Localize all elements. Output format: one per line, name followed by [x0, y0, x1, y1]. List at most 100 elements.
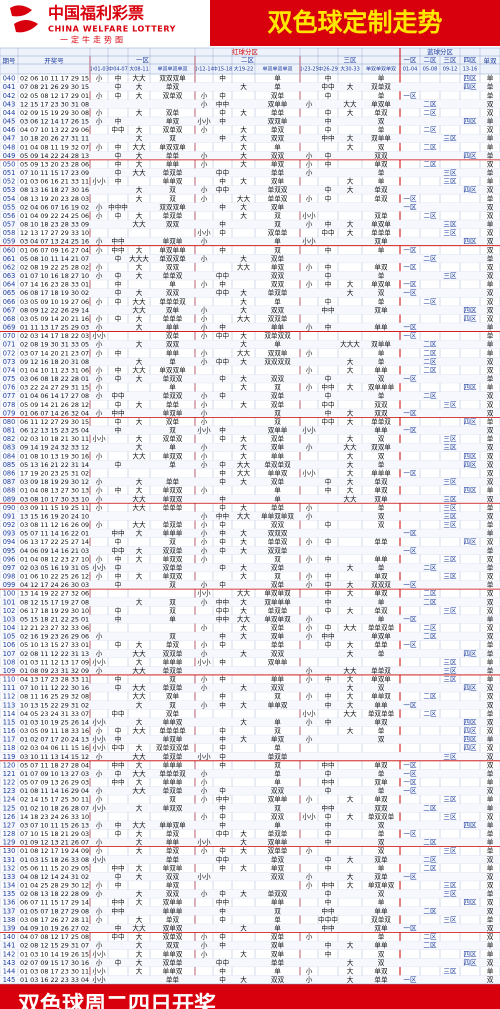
- trend-cell: 一区: [403, 203, 417, 211]
- trend-cell: 小小: [92, 563, 106, 572]
- trend-cell: 三区: [443, 272, 457, 280]
- trend-cell: 中: [115, 280, 122, 289]
- draw-numbers: 04 06 09 14 16 21 03: [20, 547, 89, 555]
- trend-cell: 单双双单: [368, 812, 395, 821]
- trend-cell: 大: [136, 554, 143, 563]
- trend-cell: 中中: [111, 863, 124, 872]
- period: 086: [3, 469, 16, 477]
- trend-cell: 大: [136, 323, 143, 332]
- trend-cell: 大: [240, 340, 247, 349]
- trend-cell: 单: [378, 168, 385, 177]
- trend-cell: 双单: [166, 305, 180, 314]
- trend-cell: 双: [487, 444, 494, 452]
- trend-cell: 单: [487, 434, 494, 443]
- trend-cell: 双双双: [268, 530, 288, 538]
- trend-cell: 小: [306, 365, 313, 374]
- trend-cell: 四区: [463, 306, 477, 314]
- trend-cell: 小: [96, 108, 103, 117]
- draw-numbers: 17 19 20 23 25 31 02: [20, 469, 89, 477]
- trend-cell: 大大: [237, 348, 251, 357]
- zone-sub-header: 大30-33: [340, 66, 360, 73]
- trend-cell: 小: [96, 906, 103, 915]
- trend-cell: 大: [136, 314, 143, 323]
- trend-cell: 二区: [423, 392, 437, 400]
- trend-cell: 双: [169, 701, 176, 709]
- trend-cell: 双单: [374, 778, 388, 787]
- draw-numbers: 03 04 07 13 24 25 16: [20, 238, 89, 246]
- period: 113: [3, 701, 16, 709]
- trend-cell: 一区: [403, 92, 417, 100]
- trend-cell: 三区: [443, 753, 457, 761]
- trend-cell: 中中: [111, 932, 124, 941]
- trend-cell: 单双双: [268, 889, 288, 898]
- trend-cell: 双单: [271, 932, 285, 941]
- trend-cell: 单: [378, 898, 385, 907]
- trend-cell: 大: [136, 529, 143, 538]
- trend-cell: 单双: [374, 966, 388, 975]
- trend-cell: 小: [96, 726, 103, 735]
- trend-cell: 中中中: [108, 202, 128, 211]
- trend-cell: 小: [201, 391, 208, 400]
- draw-numbers: 14 18 23 24 26 33 10: [20, 813, 89, 821]
- trend-cell: 单双: [374, 108, 388, 117]
- trend-cell: 双: [487, 512, 494, 520]
- trend-cell: 大大: [132, 305, 146, 314]
- trend-cell: 双单单: [268, 99, 288, 108]
- trend-cell: 单单: [166, 348, 180, 357]
- trend-cell: 一区: [403, 375, 417, 383]
- row-stripe: [0, 116, 500, 126]
- trend-cell: 双: [274, 693, 281, 701]
- trend-cell: 中: [325, 271, 332, 280]
- trend-cell: 大: [347, 812, 354, 821]
- trend-cell: 双: [378, 521, 385, 529]
- trend-cell: 单单: [374, 640, 388, 649]
- row-stripe: [0, 151, 500, 160]
- trend-cell: 小小: [92, 855, 106, 864]
- trend-cell: 大: [347, 365, 354, 374]
- row-stripe: [0, 872, 500, 881]
- trend-cell: 双: [487, 882, 494, 890]
- trend-cell: 小: [201, 795, 208, 804]
- trend-cell: 单单双: [371, 417, 391, 426]
- trend-cell: 中中: [216, 99, 229, 108]
- row-stripe: [0, 820, 500, 830]
- trend-cell: 单单: [374, 941, 388, 950]
- trend-cell: 大: [240, 735, 247, 744]
- period: 073: [3, 358, 16, 366]
- trend-cell: 双单单单: [368, 383, 395, 392]
- trend-cell: 二区: [423, 298, 437, 306]
- trend-cell: 双双: [166, 221, 180, 229]
- trend-cell: 大: [136, 125, 143, 134]
- trend-cell: 大大: [237, 262, 251, 271]
- trend-cell: 双双单: [163, 546, 183, 555]
- trend-cell: 中: [115, 614, 122, 623]
- trend-cell: 大: [240, 683, 247, 692]
- draw-numbers: 05 07 09 13 26 29 03: [20, 779, 89, 787]
- trend-cell: 双: [169, 796, 176, 804]
- period: 072: [3, 349, 16, 357]
- draw-numbers: 03 06 12 14 17 26 15: [20, 118, 89, 126]
- draw-numbers: 08 09 12 22 26 29 14: [20, 306, 89, 314]
- trend-cell: 双: [274, 907, 281, 915]
- trend-cell: 小: [201, 786, 208, 795]
- trend-cell: 单单: [374, 975, 388, 984]
- trend-cell: 大大: [343, 666, 357, 675]
- trend-cell: 小: [96, 554, 103, 563]
- period: 103: [3, 615, 16, 623]
- trend-cell: 小: [96, 323, 103, 332]
- trend-cell: 小小: [92, 743, 106, 752]
- row-stripe: [0, 477, 500, 487]
- trend-cell: 双: [487, 684, 494, 692]
- trend-cell: 小: [306, 220, 313, 229]
- trend-cell: 单: [274, 74, 281, 83]
- trend-cell: 中中: [216, 185, 229, 194]
- trend-cell: 大: [347, 881, 354, 890]
- trend-cell: 单: [487, 949, 494, 958]
- period: 117: [3, 736, 16, 744]
- trend-cell: 中中: [111, 760, 124, 769]
- draw-numbers: 07 10 11 12 22 30 16: [20, 684, 89, 692]
- trend-cell: 双双: [166, 341, 180, 349]
- trend-cell: 中中: [111, 743, 124, 752]
- trend-cell: 大: [347, 941, 354, 950]
- trend-cell: 三区: [443, 521, 457, 529]
